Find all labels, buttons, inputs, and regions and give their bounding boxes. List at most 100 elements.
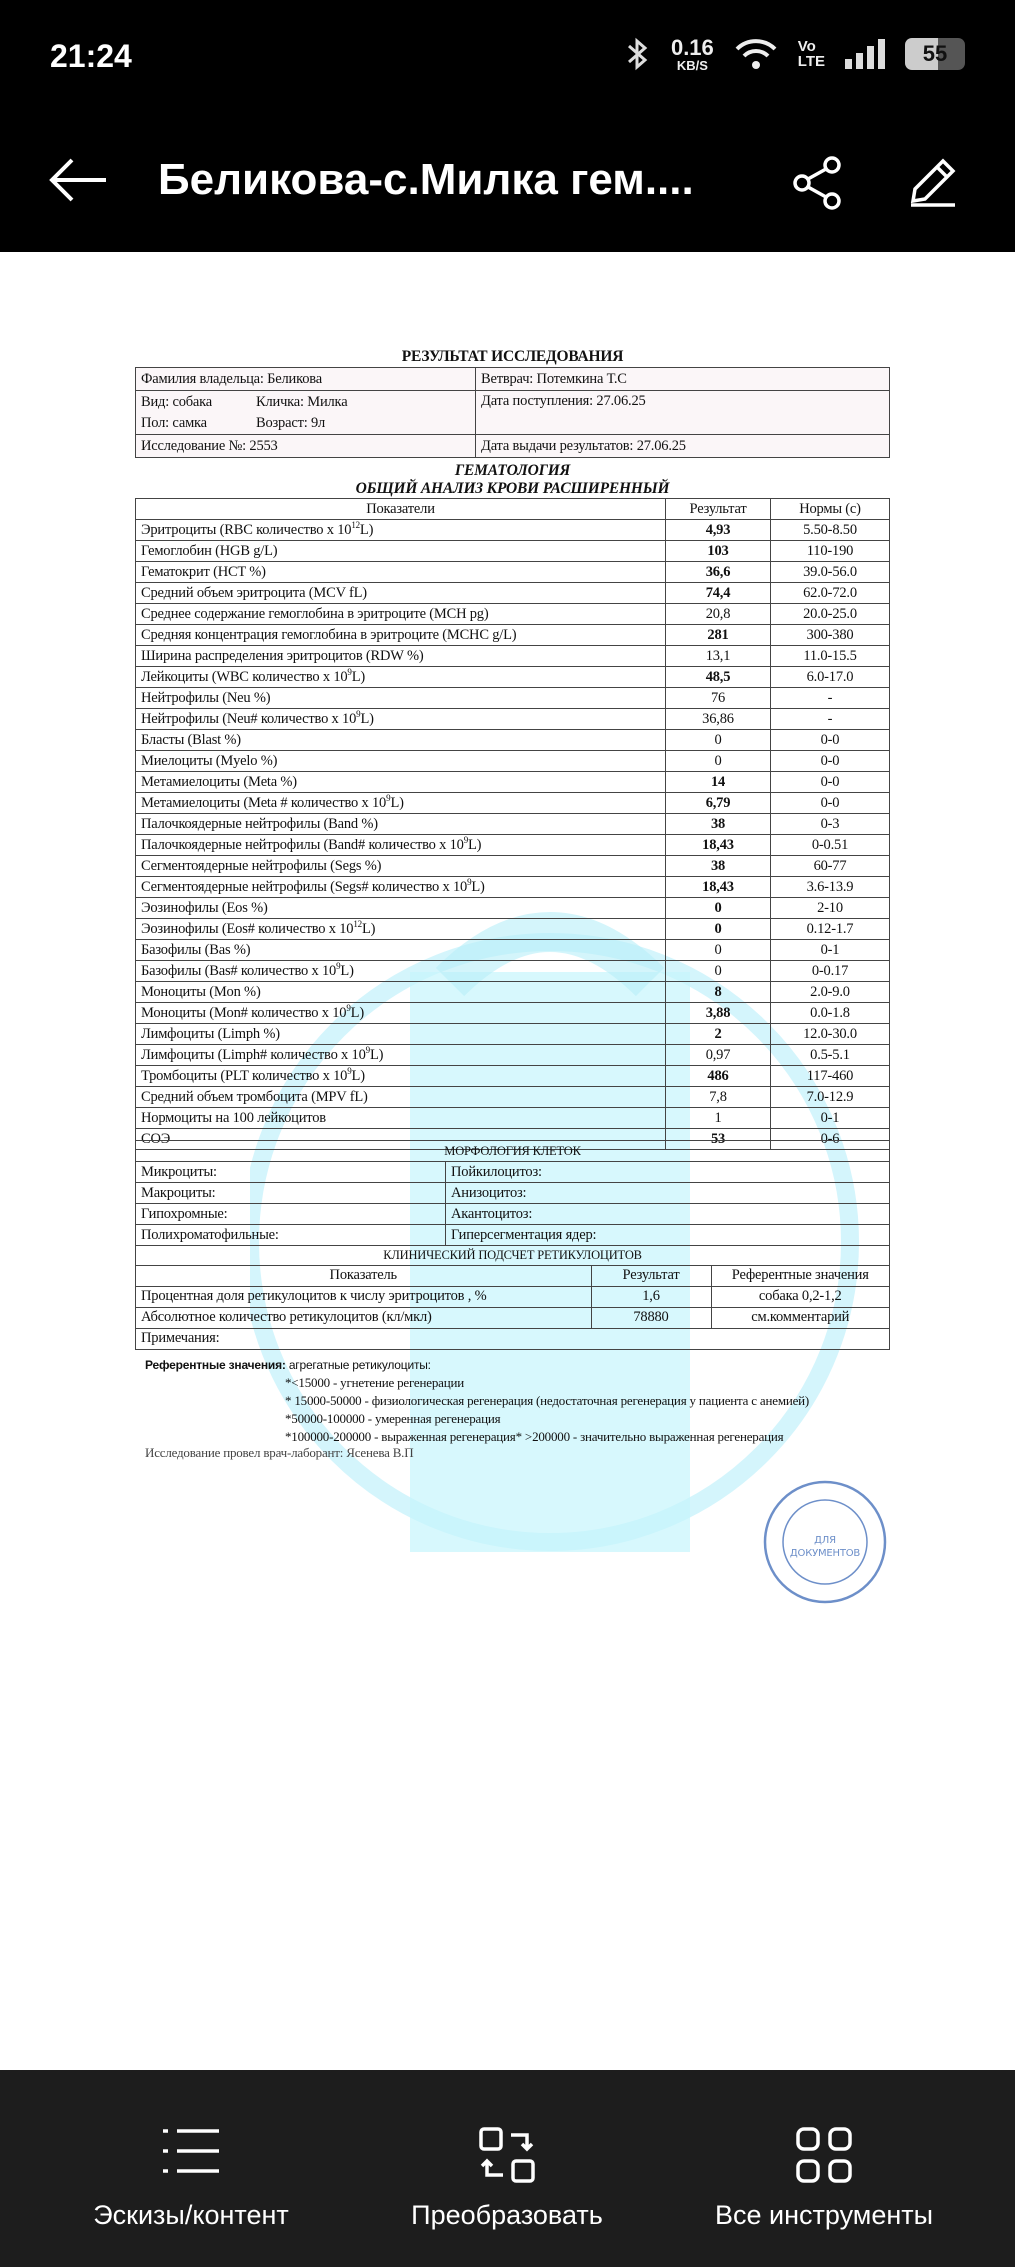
vet: Ветврач: Потемкина Т.С	[475, 367, 890, 391]
result-value: 76	[665, 687, 771, 709]
norm-range: -	[770, 708, 890, 730]
result-value: 0	[665, 729, 771, 751]
convert-button[interactable]: Преобразовать	[338, 2070, 676, 2267]
table-row: Сегментоядерные нейтрофилы (Segs# количе…	[135, 876, 890, 898]
norm-range: 110-190	[770, 540, 890, 562]
result-value: 74,4	[665, 582, 771, 604]
svg-text:ДЛЯ: ДЛЯ	[814, 1535, 836, 1546]
result-value: 20,8	[665, 603, 771, 625]
table-row: Базофилы (Bas %) 0 0-1	[135, 939, 890, 961]
norm-range: 12.0-30.0	[770, 1023, 890, 1045]
retic-reference: см.комментарий	[710, 1306, 889, 1329]
volte-bottom: LTE	[797, 53, 825, 70]
table-row: Базофилы (Bas# количество x 109L) 0 0-0.17	[135, 960, 890, 982]
morph-left: Полихроматофильные:	[135, 1224, 446, 1246]
result-value: 36,86	[665, 708, 771, 730]
table-row: Лейкоциты (WBC количество x 109L) 48,5 6.0…	[135, 666, 890, 688]
indicator-label: Тромбоциты (PLT количество x 109L)	[135, 1065, 666, 1087]
bottom-toolbar: Эскизы/контент Преобразовать Все инструм…	[0, 2070, 1015, 2267]
signal-icon	[845, 39, 885, 69]
list-icon	[163, 2129, 219, 2173]
bluetooth-icon	[627, 37, 648, 71]
result-value: 2	[665, 1023, 771, 1045]
norm-range: 0.5-5.1	[770, 1044, 890, 1066]
cbc-results-table: Показатели Результат Нормы (c) Эритроциты …	[135, 498, 890, 1150]
norm-range: 300-380	[770, 624, 890, 646]
all-tools-button[interactable]: Все инструменты	[655, 2070, 993, 2267]
morph-left: Микроциты:	[135, 1161, 446, 1183]
table-row: Сегментоядерные нейтрофилы (Segs %) 38 60-…	[135, 855, 890, 877]
morphology-row: Гипохромные: Акантоцитоз:	[135, 1203, 890, 1225]
lab-technician: Исследование провел врач-лаборант: Ясене…	[145, 1445, 414, 1460]
patient-info-table: Фамилия владельца: Беликова Ветврач: Поте…	[135, 367, 890, 458]
sex: Пол: самка	[141, 414, 207, 431]
edit-pencil-icon[interactable]	[905, 153, 961, 209]
retic-row: Абсолютное количество ретикулоцитов (кл/…	[136, 1306, 889, 1329]
norm-range: 0-1	[770, 1107, 890, 1129]
morphology-row: Микроциты: Пойкилоцитоз:	[135, 1161, 890, 1183]
result-value: 486	[665, 1065, 771, 1087]
thumbnails-button[interactable]: Эскизы/контент	[22, 2070, 360, 2267]
retic-col-result: Результат	[590, 1264, 712, 1287]
owner: Фамилия владельца: Беликова	[135, 367, 476, 391]
morph-right: Пойкилоцитоз:	[445, 1161, 890, 1183]
indicator-label: Бласты (Blast %)	[135, 729, 666, 751]
norm-range: 62.0-72.0	[770, 582, 890, 604]
report-title: РЕЗУЛЬТАТ ИССЛЕДОВАНИЯ	[401, 348, 624, 365]
norm-range: 0-0	[770, 792, 890, 814]
section-title: ГЕМАТОЛОГИЯ	[454, 462, 571, 479]
indicator-label: Среднее содержание гемоглобина в эритроц…	[135, 603, 666, 625]
indicator-label: Метамиелоциты (Meta %)	[135, 771, 666, 793]
retic-title: КЛИНИЧЕСКИЙ ПОДСЧЕТ РЕТИКУЛОЦИТОВ	[136, 1246, 889, 1266]
norm-range: 0-3	[770, 813, 890, 835]
result-value: 38	[665, 813, 771, 835]
norm-range: 0-0.51	[770, 834, 890, 856]
retic-result: 1,6	[590, 1285, 712, 1308]
indicator-label: Палочкоядерные нейтрофилы (Band %)	[135, 813, 666, 835]
result-value: 0	[665, 918, 771, 940]
table-row: Эритроциты (RBC количество x 1012L) 4,93 5…	[135, 519, 890, 541]
species: Вид: собака	[141, 393, 213, 410]
morph-right: Акантоцитоз:	[445, 1203, 890, 1225]
share-icon[interactable]	[790, 155, 846, 211]
clinic-stamp: ДЛЯ ДОКУМЕНТОВ	[763, 1480, 887, 1604]
col-indicator: Показатели	[135, 498, 666, 520]
indicator-label: Сегментоядерные нейтрофилы (Segs %)	[135, 855, 666, 877]
retic-col-reference: Референтные значения	[710, 1264, 889, 1287]
retic-indicator: Процентная доля ретикулоцитов к числу эр…	[136, 1285, 592, 1308]
app-bar: Беликова-с.Милка гем....	[0, 115, 1015, 252]
result-value: 281	[665, 624, 771, 646]
volte-indicator: Vo LTE	[798, 39, 825, 69]
speed-unit: KB/S	[676, 57, 708, 73]
norm-range: 60-77	[770, 855, 890, 877]
result-value: 18,43	[665, 834, 771, 856]
indicator-label: Моноциты (Mon# количество x 109L)	[135, 1002, 666, 1024]
battery-level: 55	[922, 41, 948, 66]
age: Возраст: 9л	[256, 414, 326, 431]
indicator-label: Метамиелоциты (Meta # количество x 109L)	[135, 792, 666, 814]
table-row: Ширина распределения эритроцитов (RDW %)…	[135, 645, 890, 667]
result-value: 36,6	[665, 561, 771, 583]
result-value: 0	[665, 939, 771, 961]
morphology-title: МОРФОЛОГИЯ КЛЕТОК	[135, 1140, 890, 1162]
table-row: Палочкоядерные нейтрофилы (Band %) 38 0-3	[135, 813, 890, 835]
indicator-label: Нормоциты на 100 лейкоцитов	[135, 1107, 666, 1129]
col-norms: Нормы (c)	[770, 498, 890, 520]
retic-col-indicator: Показатель	[136, 1264, 592, 1287]
table-header: Показатели Результат Нормы (c)	[135, 498, 890, 520]
table-row: Моноциты (Mon %) 8 2.0-9.0	[135, 981, 890, 1003]
table-row: Тромбоциты (PLT количество x 109L) 486 117…	[135, 1065, 890, 1087]
back-arrow-icon[interactable]	[48, 155, 108, 205]
result-value: 0	[665, 750, 771, 772]
norm-range: 2-10	[770, 897, 890, 919]
table-row: Лимфоциты (Limph %) 2 12.0-30.0	[135, 1023, 890, 1045]
table-row: Миелоциты (Myelo %) 0 0-0	[135, 750, 890, 772]
table-row: Средний объем эритроцита (MCV fL) 74,4 62.…	[135, 582, 890, 604]
document-page[interactable]: РЕЗУЛЬТАТ ИССЛЕДОВАНИЯ Фамилия владельца…	[0, 252, 1015, 2070]
reference-notes: Референтные значения: агрегатные ретикул…	[145, 1356, 809, 1446]
table-row: Эозинофилы (Eos# количество x 1012L) 0 0.1…	[135, 918, 890, 940]
table-row: Нейтрофилы (Neu# количество x 109L) 36,86…	[135, 708, 890, 730]
ref-line: *<15000 - угнетение регенерации	[285, 1375, 464, 1390]
result-value: 38	[665, 855, 771, 877]
indicator-label: Базофилы (Bas %)	[135, 939, 666, 961]
